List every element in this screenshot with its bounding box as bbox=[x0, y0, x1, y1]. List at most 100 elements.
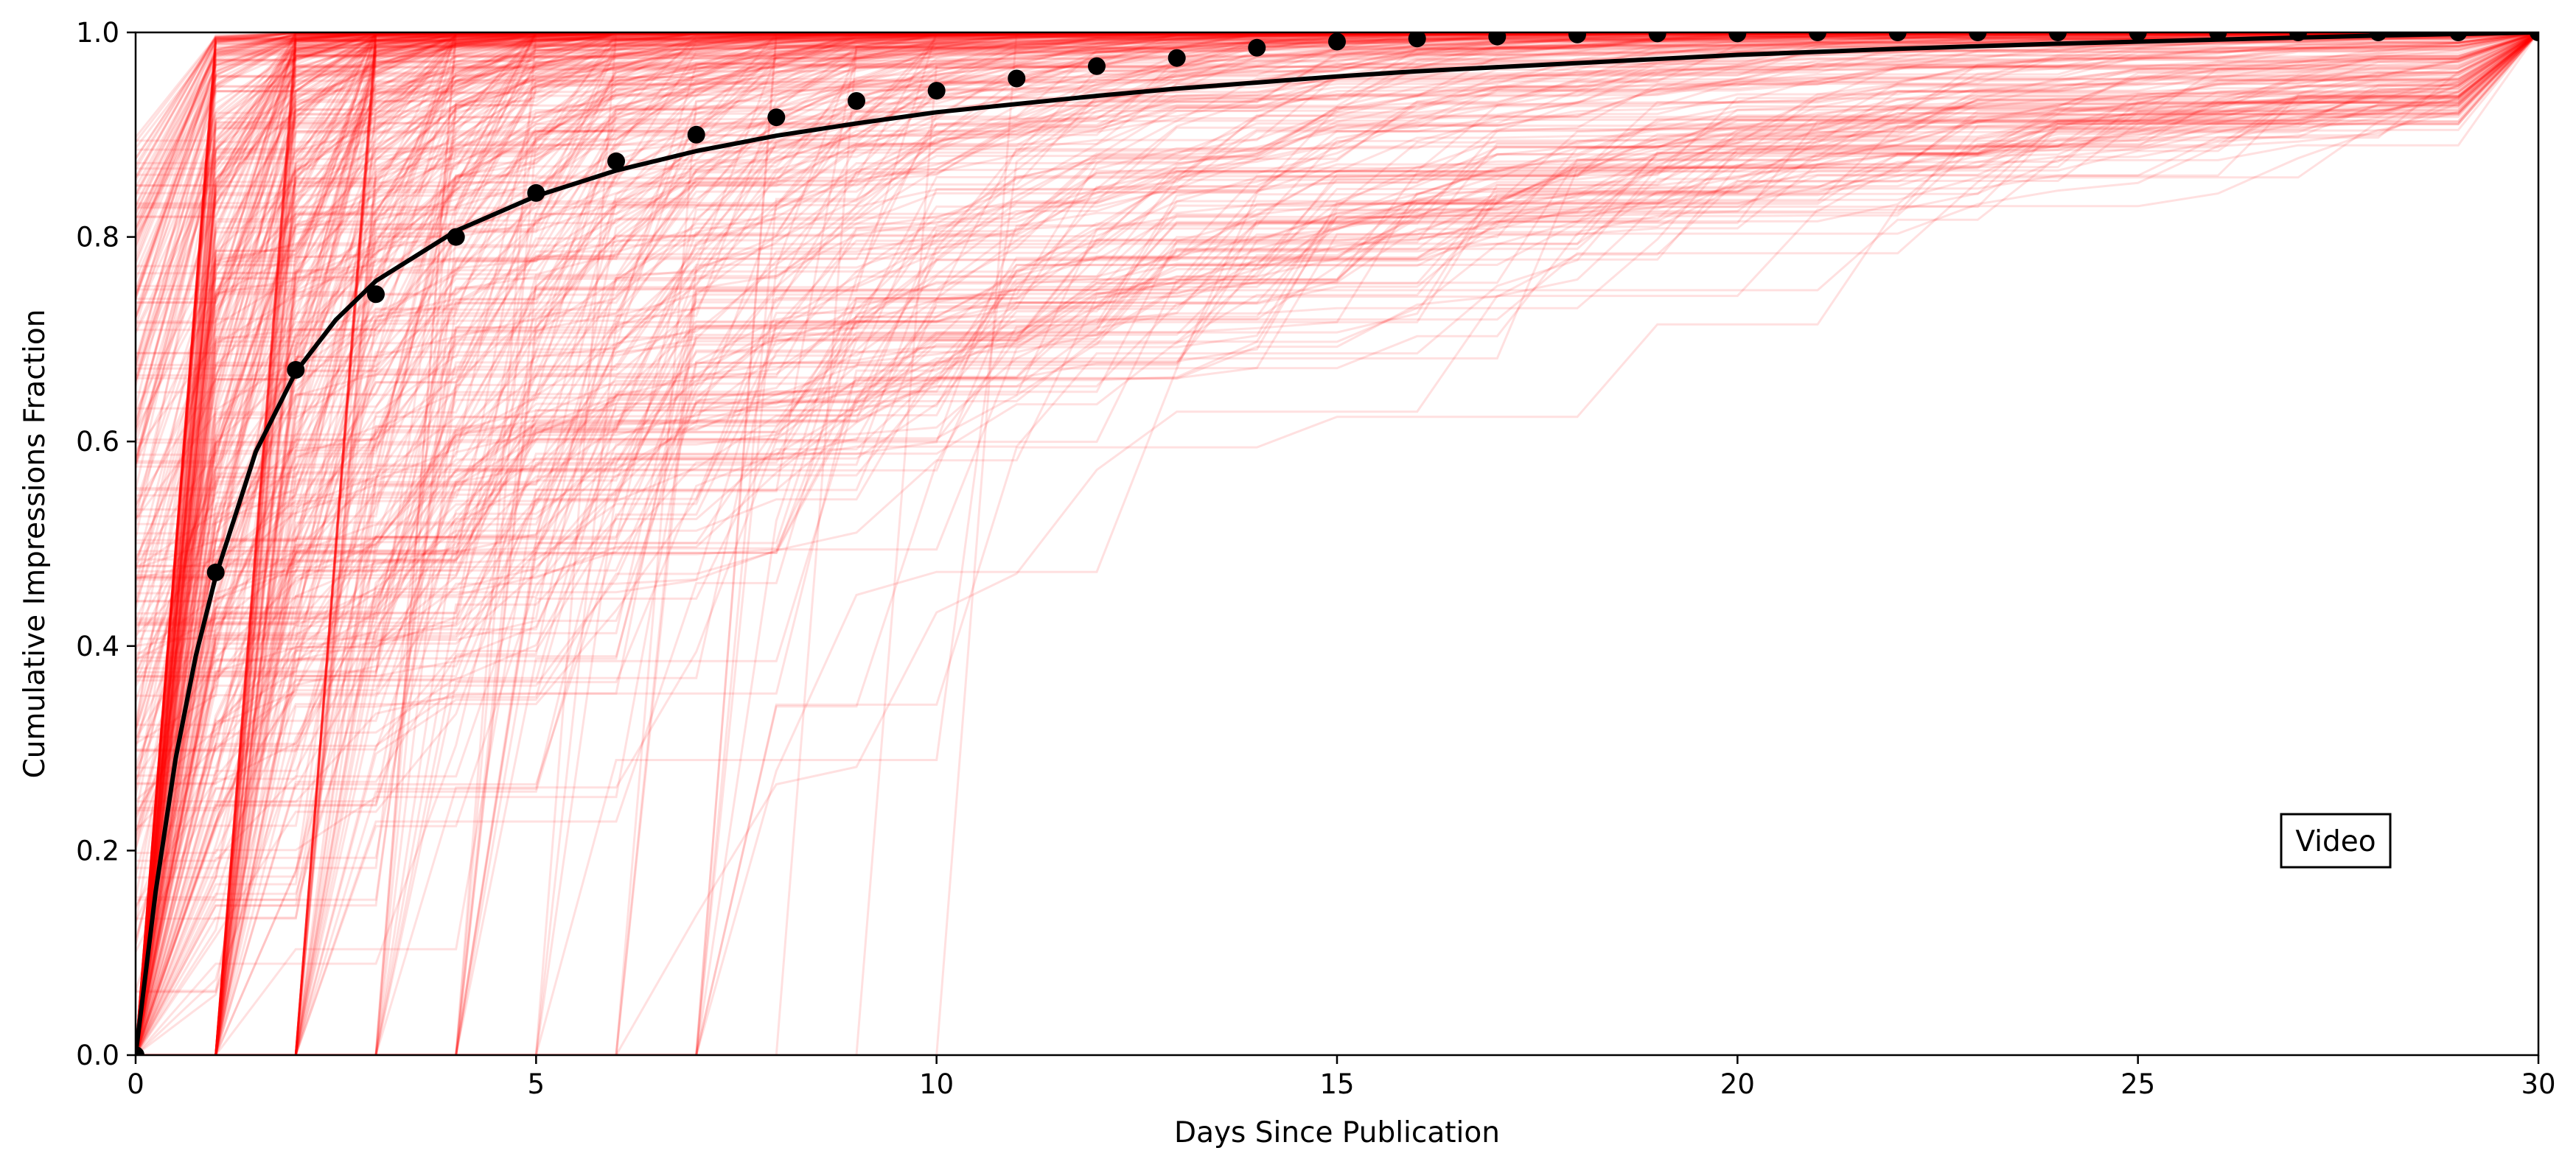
mean-point bbox=[1328, 32, 1346, 51]
individual-curve bbox=[136, 32, 2538, 1055]
individual-curve bbox=[136, 32, 2538, 945]
x-axis-ticks: 0 5 10 15 20 25 30 bbox=[127, 1055, 2556, 1100]
individual-curve bbox=[136, 32, 2538, 1055]
individual-curve bbox=[136, 32, 2538, 1055]
individual-curve bbox=[136, 32, 2538, 1055]
individual-curve bbox=[136, 32, 2538, 626]
y-axis-ticks: 0.0 0.2 0.4 0.6 0.8 1.0 bbox=[76, 17, 136, 1071]
individual-curve bbox=[136, 32, 2538, 1055]
individual-curve bbox=[136, 32, 2538, 738]
individual-curve bbox=[136, 32, 2538, 662]
individual-curve bbox=[136, 32, 2538, 1055]
mean-point bbox=[206, 563, 225, 581]
individual-curve bbox=[136, 32, 2538, 1055]
individual-curve bbox=[136, 32, 2538, 1055]
individual-curve bbox=[136, 32, 2538, 1055]
individual-curve bbox=[136, 32, 2538, 632]
individual-curve bbox=[136, 32, 2538, 780]
individual-curve bbox=[136, 32, 2538, 909]
individual-curve bbox=[136, 32, 2538, 1055]
mean-point bbox=[136, 1046, 144, 1055]
individual-curve bbox=[136, 32, 2538, 920]
individual-curve bbox=[136, 32, 2538, 1055]
individual-curve bbox=[136, 32, 2538, 379]
individual-curve bbox=[136, 32, 2538, 465]
individual-curve bbox=[136, 32, 2538, 1055]
mean-point bbox=[1648, 32, 1666, 43]
individual-curve bbox=[136, 32, 2538, 381]
individual-curve bbox=[136, 32, 2538, 1055]
individual-curve bbox=[136, 32, 2538, 1055]
individual-curve bbox=[136, 32, 2538, 273]
individual-curve bbox=[136, 32, 2538, 1055]
individual-curve bbox=[136, 32, 2538, 1055]
individual-curve bbox=[136, 32, 2538, 1055]
mean-point bbox=[2129, 32, 2147, 41]
individual-curve bbox=[136, 32, 2538, 738]
y-tick-label: 0.6 bbox=[76, 426, 119, 458]
individual-curve bbox=[136, 32, 2538, 1055]
individual-curve bbox=[136, 32, 2538, 410]
individual-curve bbox=[136, 32, 2538, 659]
individual-curve bbox=[136, 32, 2538, 1055]
x-tick-label: 20 bbox=[1720, 1068, 1755, 1100]
individual-curve bbox=[136, 32, 2538, 647]
individual-curve bbox=[136, 32, 2538, 1055]
individual-curve bbox=[136, 32, 2538, 1055]
individual-curve bbox=[136, 32, 2538, 1055]
individual-curve bbox=[136, 32, 2538, 1055]
individual-curve bbox=[136, 32, 2538, 1055]
individual-curve bbox=[136, 32, 2538, 463]
individual-curve bbox=[136, 32, 2538, 1055]
individual-curve bbox=[136, 32, 2538, 1055]
individual-curve bbox=[136, 32, 2538, 1055]
individual-curve bbox=[136, 32, 2538, 922]
individual-curve bbox=[136, 32, 2538, 1055]
x-tick-label: 0 bbox=[127, 1068, 144, 1100]
individual-curve bbox=[136, 32, 2538, 463]
individual-curve bbox=[136, 32, 2538, 623]
individual-curve bbox=[136, 32, 2538, 1055]
individual-curve bbox=[136, 32, 2538, 1055]
individual-curve bbox=[136, 32, 2538, 1055]
individual-curve bbox=[136, 32, 2538, 539]
mean-point bbox=[1969, 32, 1987, 41]
individual-curve bbox=[136, 32, 2538, 1055]
individual-curve bbox=[136, 32, 2538, 332]
individual-curve bbox=[136, 32, 2538, 1055]
individual-curve bbox=[136, 32, 2538, 818]
individual-curve bbox=[136, 32, 2538, 1055]
individual-curve bbox=[136, 32, 2538, 670]
individual-curve bbox=[136, 32, 2538, 1055]
individual-curve bbox=[136, 32, 2538, 1055]
individual-curve bbox=[136, 32, 2538, 815]
individual-curve bbox=[136, 32, 2538, 1055]
y-tick-label: 0.0 bbox=[76, 1040, 119, 1071]
individual-curve bbox=[136, 32, 2538, 1055]
individual-curve bbox=[136, 32, 2538, 1055]
individual-curve bbox=[136, 32, 2538, 602]
individual-curve bbox=[136, 32, 2538, 1055]
individual-curve bbox=[136, 32, 2538, 1055]
mean-point bbox=[848, 92, 865, 110]
individual-curve bbox=[136, 32, 2538, 1055]
individual-curve bbox=[136, 32, 2538, 899]
individual-curve bbox=[136, 32, 2538, 745]
individual-curve bbox=[136, 32, 2538, 1055]
individual-curve bbox=[136, 32, 2538, 1055]
x-tick-label: 15 bbox=[1319, 1068, 1354, 1100]
individual-curve bbox=[136, 32, 2538, 1055]
individual-curve bbox=[136, 32, 2538, 1055]
individual-curve bbox=[136, 32, 2538, 1055]
individual-curve bbox=[136, 32, 2538, 464]
individual-curve bbox=[136, 32, 2538, 752]
individual-curve bbox=[136, 32, 2538, 581]
individual-curve bbox=[136, 32, 2538, 1055]
individual-curve bbox=[136, 32, 2538, 1055]
individual-curve bbox=[136, 32, 2538, 1055]
individual-curve bbox=[136, 32, 2538, 1055]
fit-curve-line bbox=[136, 32, 2538, 1055]
mean-point bbox=[607, 152, 625, 170]
